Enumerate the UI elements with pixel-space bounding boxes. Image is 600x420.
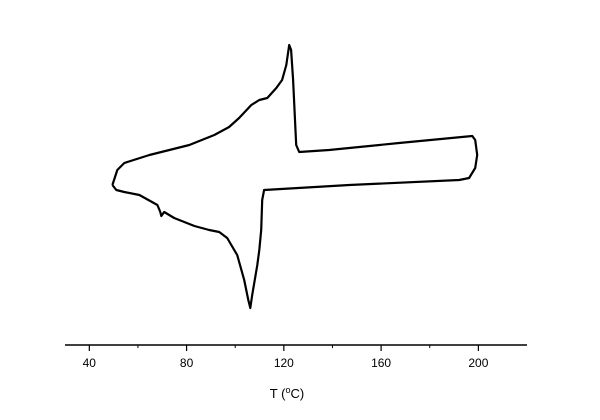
x-tick-label: 160 bbox=[371, 356, 391, 370]
curve bbox=[111, 43, 479, 310]
x-label-part: T ( bbox=[270, 386, 286, 401]
x-label-sup: o bbox=[285, 385, 290, 395]
x-label-part: C) bbox=[290, 386, 304, 401]
x-tick-label: 80 bbox=[180, 356, 194, 370]
x-axis-label: T (oC) bbox=[270, 385, 304, 401]
x-tick-label: 200 bbox=[468, 356, 488, 370]
x-tick-label: 120 bbox=[274, 356, 294, 370]
x-tick-label: 40 bbox=[83, 356, 97, 370]
